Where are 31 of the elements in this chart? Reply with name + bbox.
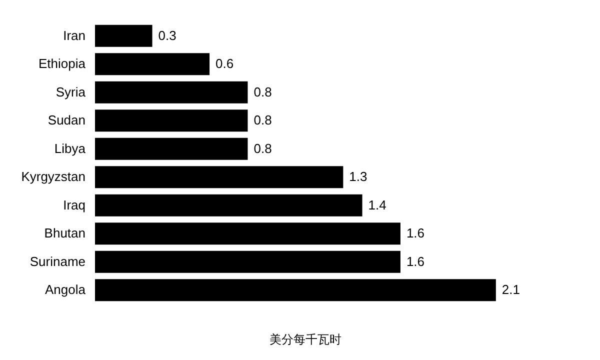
y-tick-label: Angola [45,282,86,298]
bar [95,24,152,47]
bar [95,222,400,245]
data-label: 0.3 [158,28,176,43]
data-label: 1.6 [406,226,425,241]
y-tick-label: Kyrgyzstan [21,169,86,184]
bar [95,138,248,160]
y-tick-label: Syria [56,84,86,100]
bar [95,110,248,132]
y-tick-label: Bhutan [44,226,86,241]
bar [95,250,400,273]
data-label: 1.4 [368,197,386,212]
bar [95,53,210,76]
data-label: 1.6 [406,254,425,269]
bar [95,166,344,188]
data-label: 1.3 [349,169,368,184]
bar [95,81,248,104]
y-tick-label: Suriname [30,254,86,269]
data-label: 0.8 [254,112,272,128]
y-tick-label: Sudan [48,112,86,128]
y-tick-label: Libya [54,140,86,156]
bar [95,279,496,302]
bar [95,194,362,216]
data-label: 0.6 [216,56,234,72]
data-label: 2.1 [502,282,520,298]
data-label: 0.8 [254,140,272,156]
y-tick-label: Iraq [63,197,86,212]
y-tick-label: Ethiopia [38,56,86,72]
data-label: 0.8 [254,84,272,100]
y-tick-label: Iran [63,28,86,43]
x-axis-title: 美分每千瓦时 [270,332,342,346]
